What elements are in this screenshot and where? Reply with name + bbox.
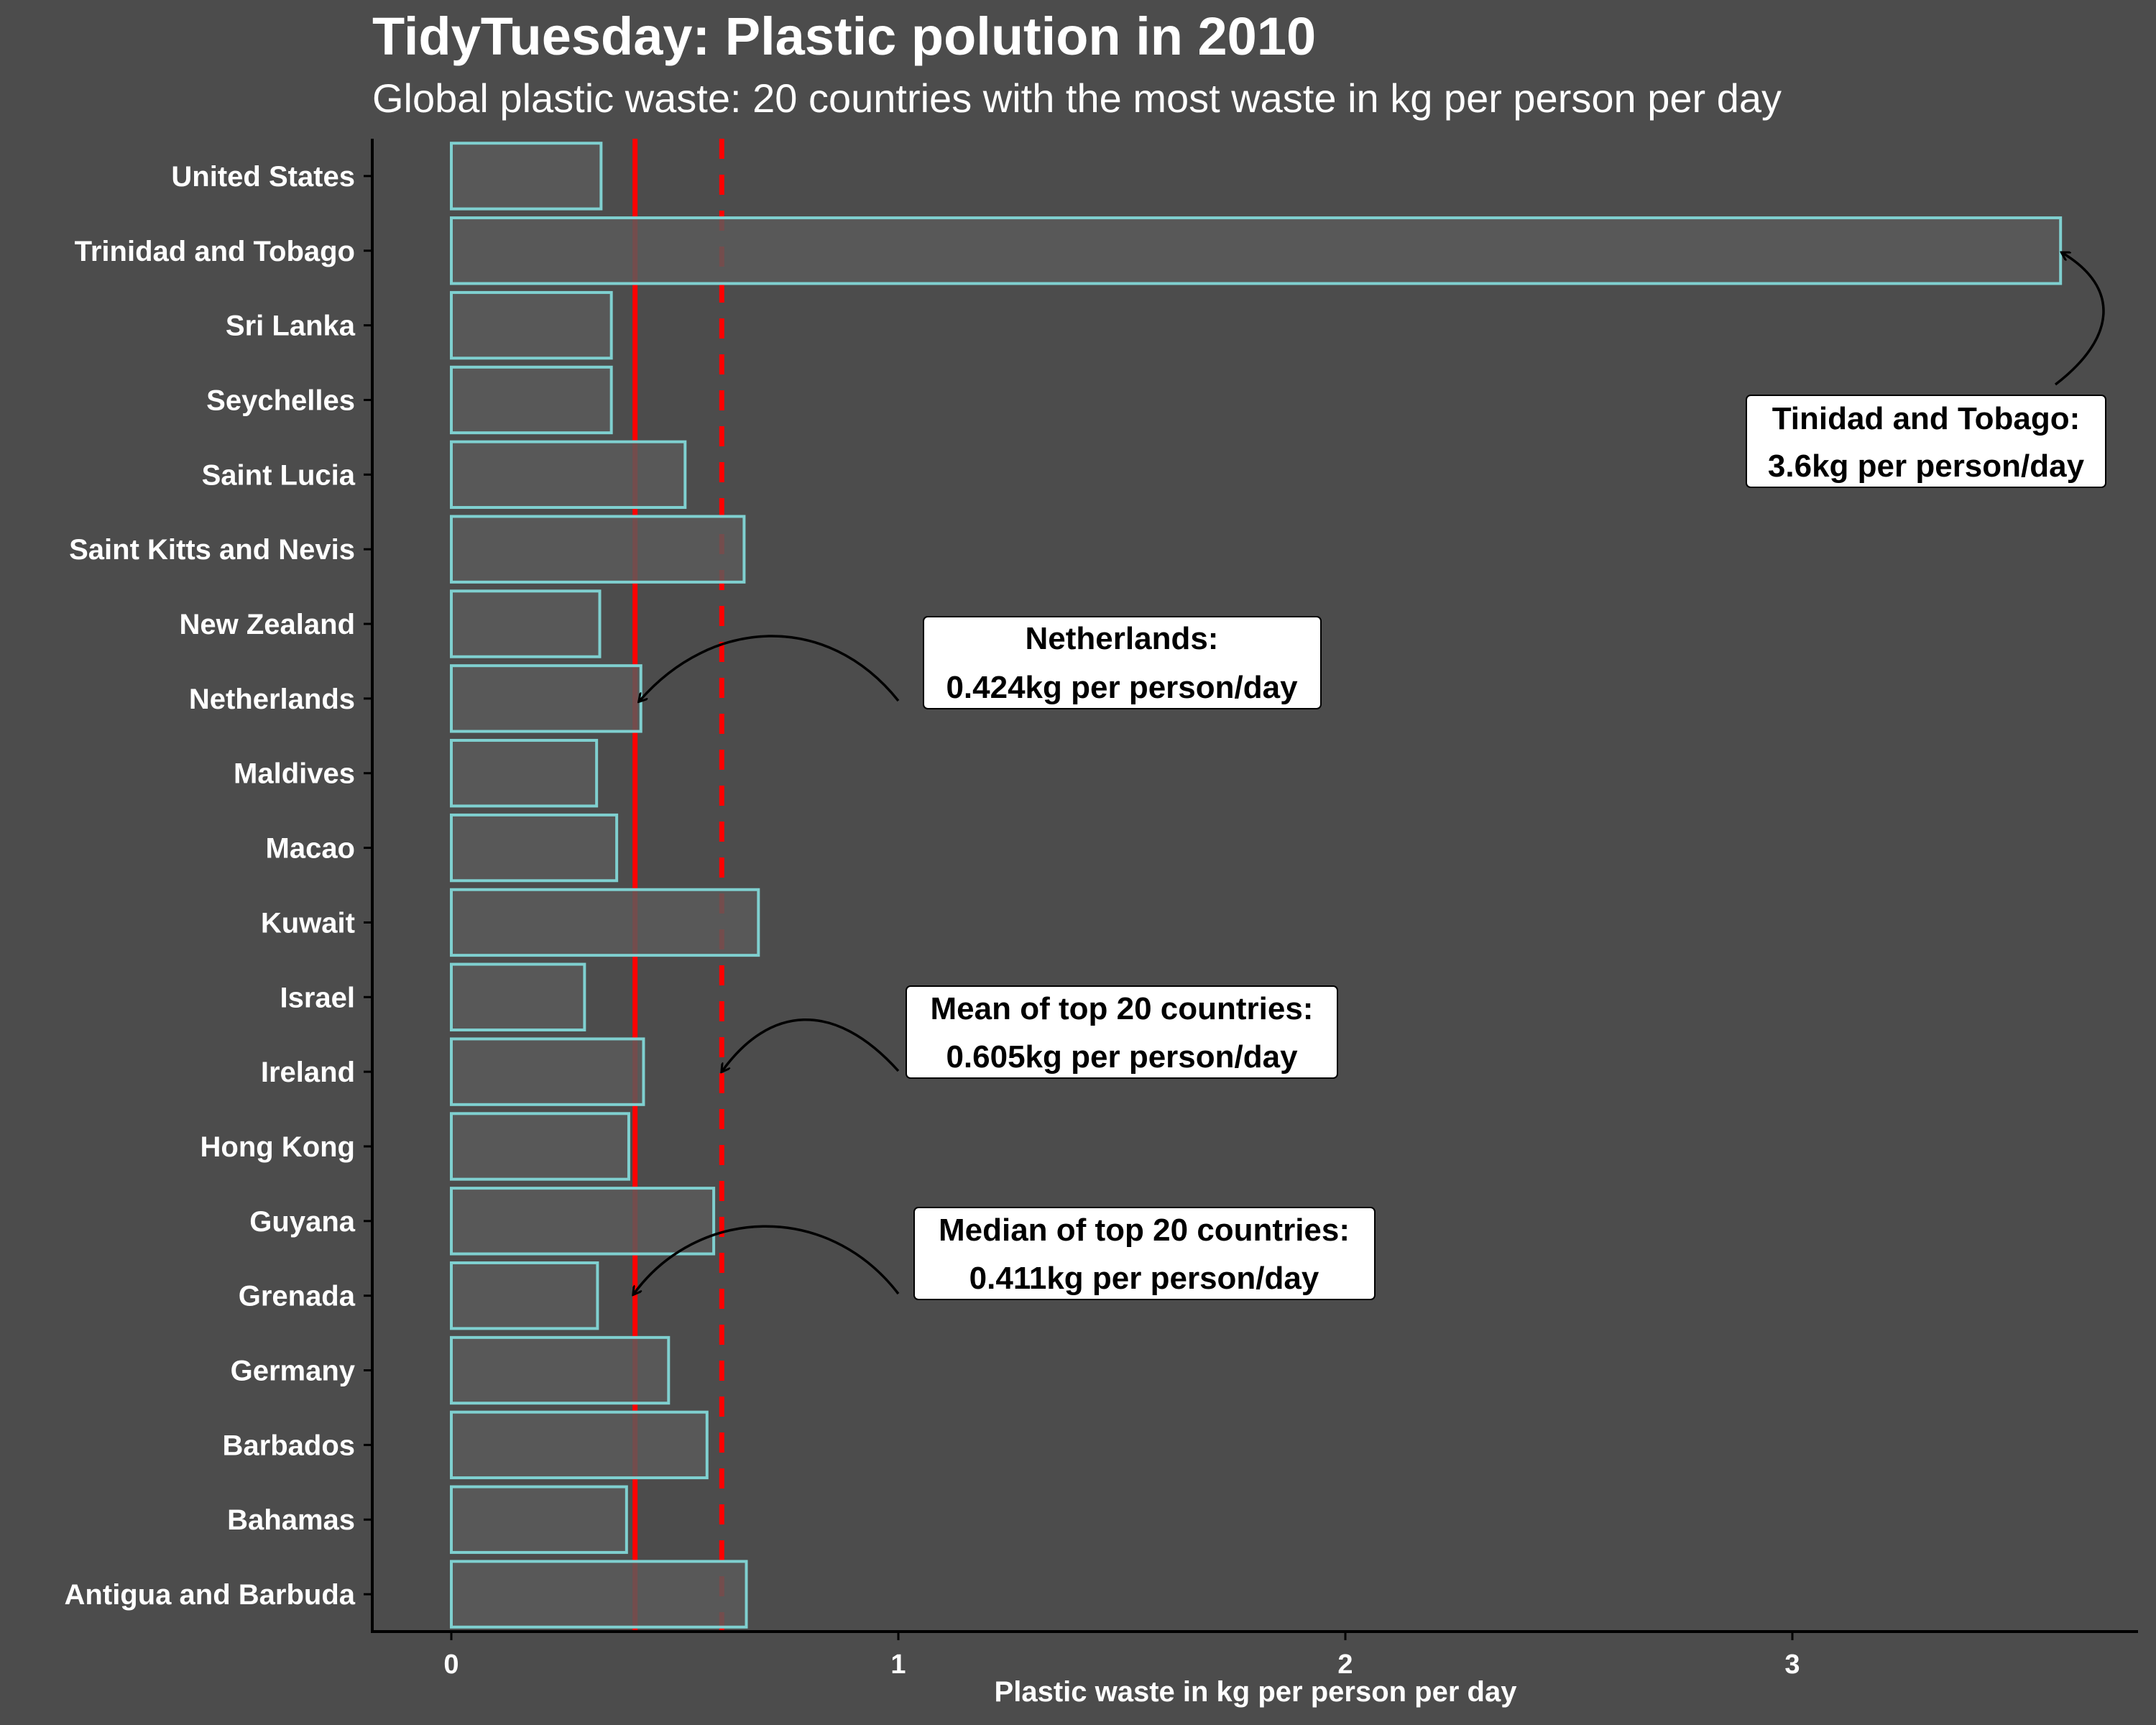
y-tick-label: Germany — [231, 1356, 356, 1387]
annotation-netherlands: Netherlands: 0.424kg per person/day — [923, 616, 1322, 709]
annotation-arrow-median — [634, 1225, 900, 1294]
bar-kuwait — [450, 888, 760, 957]
bar-barbados — [450, 1410, 709, 1480]
y-tick-label: Grenada — [239, 1281, 356, 1312]
x-tick-label: 3 — [1784, 1650, 1800, 1680]
bar-grenada — [450, 1261, 599, 1330]
y-tick-label: Seychelles — [206, 385, 355, 416]
y-tick-label: Saint Lucia — [202, 459, 356, 491]
y-axis: United States Trinidad and Tobago Sri Lank… — [65, 139, 374, 1633]
x-tick-label: 1 — [890, 1650, 906, 1680]
annotation-arrow-trinidad — [2054, 253, 2105, 386]
annotation-trinidad-line2: 3.6kg per person/day — [1768, 448, 2085, 484]
annotation-mean: Mean of top 20 countries: 0.605kg per pe… — [906, 985, 1338, 1079]
annotation-median: Median of top 20 countries: 0.411kg per … — [913, 1207, 1376, 1300]
bars-layer — [450, 142, 2063, 1629]
bar-saint-lucia — [450, 440, 687, 510]
annotation-mean-line1: Mean of top 20 countries: — [931, 991, 1314, 1026]
y-tick-label: Maldives — [234, 758, 355, 790]
y-tick-label: Hong Kong — [201, 1131, 356, 1163]
y-tick-label: Ireland — [261, 1057, 355, 1088]
bar-macao — [450, 813, 619, 883]
y-tick-label: Bahamas — [227, 1504, 355, 1536]
y-tick-label: United States — [171, 161, 355, 193]
y-tick-label: New Zealand — [179, 609, 355, 640]
annotation-median-line1: Median of top 20 countries: — [939, 1213, 1350, 1248]
y-tick-label: Barbados — [223, 1430, 356, 1461]
annotation-median-line2: 0.411kg per person/day — [969, 1261, 1319, 1296]
y-tick-label: Trinidad and Tobago — [75, 236, 355, 267]
x-axis-label: Plastic waste in kg per person per day — [995, 1676, 1518, 1708]
bar-hong-kong — [450, 1112, 630, 1181]
bar-bahamas — [450, 1485, 628, 1554]
annotation-arrow-netherlands — [640, 635, 900, 701]
bar-netherlands — [450, 664, 642, 733]
y-tick-label: Macao — [266, 833, 356, 865]
bar-saint-kitts-and-nevis — [450, 515, 746, 584]
bar-antigua-and-barbuda — [450, 1560, 748, 1629]
y-tick-label: Kuwait — [261, 907, 355, 939]
y-tick-label: Guyana — [249, 1206, 355, 1238]
reference-lines-layer — [632, 139, 724, 1632]
annotation-trinidad-line1: Tinidad and Tobago: — [1772, 401, 2081, 436]
y-tick-label: Netherlands — [189, 684, 355, 715]
bar-ireland — [450, 1037, 645, 1106]
annotation-netherlands-line1: Netherlands: — [1026, 621, 1219, 656]
bar-sri-lanka — [450, 290, 613, 360]
bar-new-zealand — [450, 589, 602, 658]
annotation-mean-line2: 0.605kg per person/day — [946, 1039, 1298, 1075]
y-tick-label: Saint Kitts and Nevis — [69, 534, 355, 566]
bar-seychelles — [450, 365, 613, 435]
bar-trinidad-and-tobago — [450, 216, 2063, 285]
bar-israel — [450, 962, 586, 1031]
x-tick-label: 0 — [443, 1650, 459, 1680]
y-tick-label: Israel — [280, 982, 355, 1013]
y-tick-label: Antigua and Barbuda — [65, 1579, 356, 1611]
chart-title: TidyTuesday: Plastic polution in 2010 — [372, 6, 1316, 66]
bar-guyana — [450, 1187, 716, 1256]
annotation-netherlands-line2: 0.424kg per person/day — [946, 670, 1298, 705]
bar-maldives — [450, 739, 599, 808]
bar-united-states — [450, 142, 603, 211]
y-tick-label: Sri Lanka — [226, 310, 356, 342]
annotation-arrow-mean — [722, 1018, 900, 1071]
chart-subtitle: Global plastic waste: 20 countries with … — [372, 75, 1782, 121]
x-axis: 0 1 2 3 — [371, 1630, 2138, 1680]
x-tick-label: 2 — [1337, 1650, 1353, 1680]
bar-germany — [450, 1335, 671, 1405]
annotation-trinidad: Tinidad and Tobago: 3.6kg per person/day — [1746, 395, 2106, 488]
